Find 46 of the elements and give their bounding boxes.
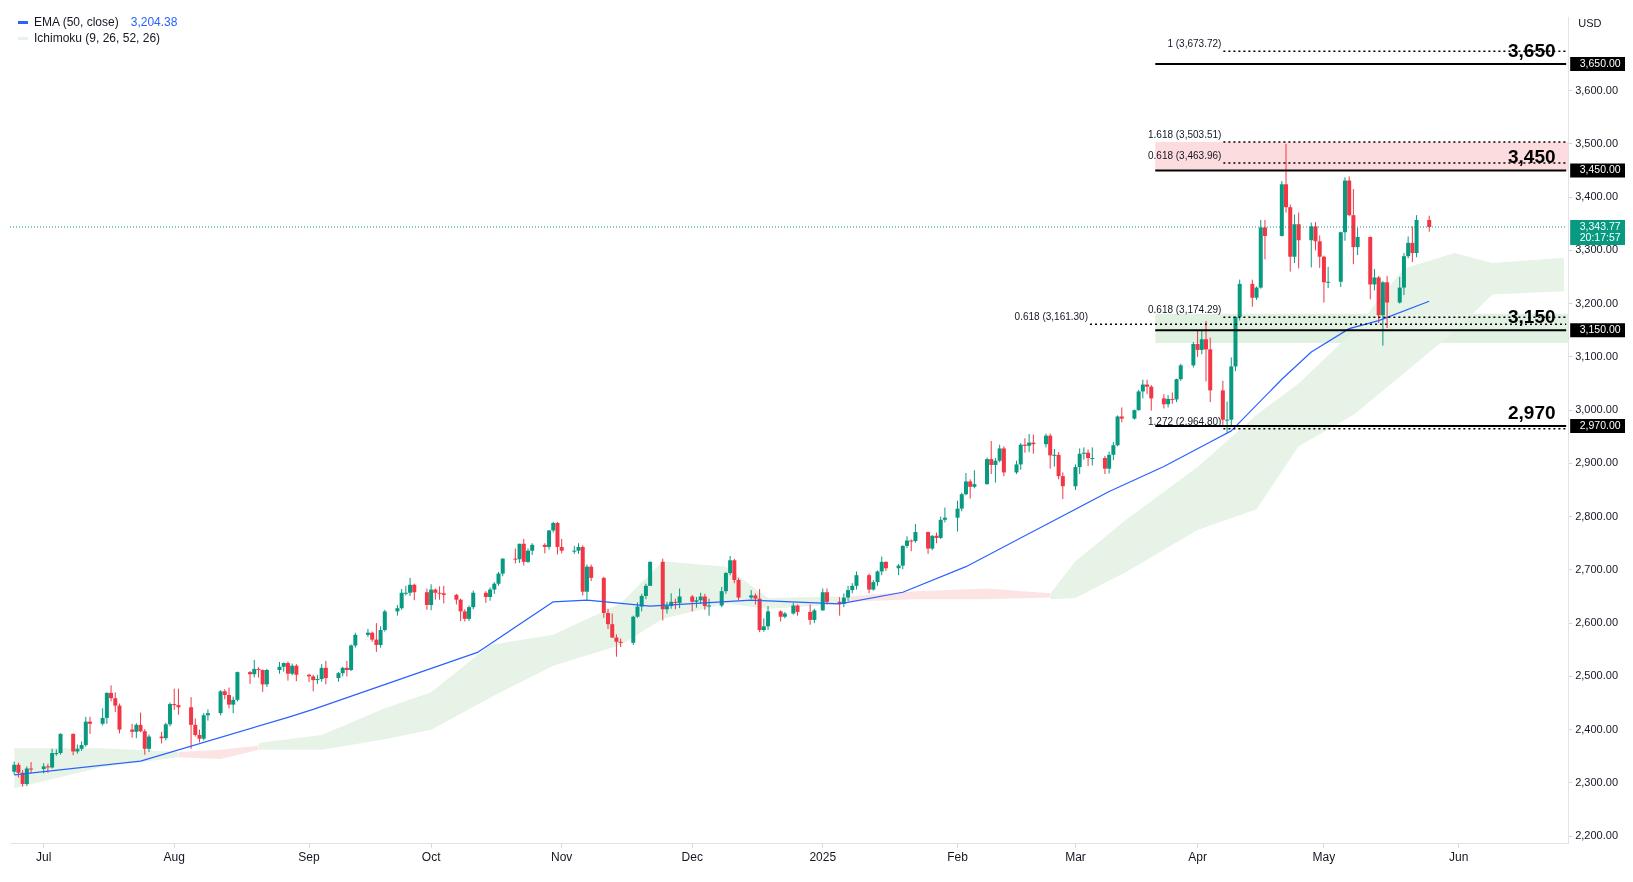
annotation: 3,650 [1508, 39, 1556, 61]
ref-line-label: 3,150.00 [1579, 323, 1621, 336]
x-tick-label: Apr [1188, 850, 1207, 865]
x-tick-label: Dec [681, 850, 703, 865]
y-tick-label: 3,300.00 [1575, 243, 1619, 256]
ref-line-label: 2,970.00 [1579, 418, 1621, 431]
ref-line-label: 0.618 (3,463.96) [1147, 149, 1222, 161]
legend-label: Ichimoku (9, 26, 52, 26) [34, 30, 161, 46]
x-tick-label: Aug [163, 850, 185, 865]
x-tick-label: Feb [947, 850, 969, 865]
x-tick-label: 2025 [809, 850, 837, 865]
y-axis-title: USD [1578, 17, 1602, 30]
annotation: 3,150 [1508, 305, 1556, 327]
x-tick-label: Jul [36, 850, 52, 865]
x-tick-label: May [1312, 850, 1336, 865]
y-tick-label: 2,600.00 [1575, 616, 1619, 629]
x-tick-label: Mar [1065, 850, 1086, 865]
annotation: 3,204.38 [130, 14, 178, 30]
ref-line-label: 3,650.00 [1579, 56, 1621, 69]
y-tick-label: 3,200.00 [1575, 296, 1619, 309]
y-tick-label: 2,500.00 [1575, 669, 1619, 682]
ref-line-label: 0.618 (3,161.30) [1014, 310, 1088, 322]
y-tick-label: 3,400.00 [1575, 190, 1619, 203]
x-tick-label: Sep [298, 850, 320, 865]
y-tick-label: 2,200.00 [1575, 829, 1619, 842]
x-tick-label: Oct [421, 850, 442, 865]
ref-line-label: 1 (3,673.72) [1167, 38, 1222, 50]
y-tick-label: 2,700.00 [1575, 562, 1619, 575]
y-tick-label: 2,400.00 [1575, 722, 1619, 735]
ref-line-label: 3,450.00 [1579, 163, 1621, 176]
annotation: 2,970 [1508, 401, 1556, 423]
ref-line-label: 0.618 (3,174.29) [1147, 304, 1222, 316]
x-tick-label: Jun [1449, 850, 1469, 865]
annotation: 3,450 [1508, 146, 1556, 168]
y-tick-label: 3,600.00 [1575, 83, 1619, 96]
y-tick-label: 3,500.00 [1575, 136, 1619, 149]
ref-line-label: 3,343.77 [1579, 219, 1621, 232]
y-tick-label: 3,100.00 [1575, 349, 1619, 362]
y-tick-label: 2,300.00 [1575, 775, 1619, 788]
legend-label: EMA (50, close) [34, 14, 119, 30]
ref-line-label: 1.272 (2,964.80) [1147, 415, 1222, 427]
ref-line-label: 1.618 (3,503.51) [1147, 128, 1222, 140]
y-tick-label: 2,900.00 [1575, 456, 1619, 469]
x-tick-label: Nov [551, 850, 573, 865]
y-tick-label: 2,800.00 [1575, 509, 1619, 522]
y-tick-label: 3,000.00 [1575, 403, 1619, 416]
